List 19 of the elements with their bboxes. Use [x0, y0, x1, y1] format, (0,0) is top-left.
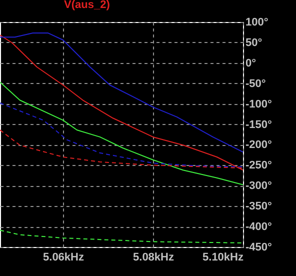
line-series: [0, 82, 243, 186]
y-tick-label: -150°: [246, 118, 272, 131]
x-tick-label: 5.06kHz: [43, 252, 84, 264]
y-tick-label: 100°: [246, 16, 268, 28]
x-tick-label: 5.10kHz: [202, 252, 244, 264]
y-tick-label: -250°: [246, 160, 272, 172]
chart-title: V(aus_2): [64, 0, 110, 11]
y-tick-label: -50°: [246, 78, 266, 90]
y-tick-label: -200°: [246, 139, 272, 152]
line-series: [0, 102, 243, 168]
y-tick-label: -300°: [246, 180, 272, 192]
y-tick-label: 0°: [246, 57, 256, 70]
line-series: [0, 230, 243, 244]
y-tick-label: -450°: [246, 242, 272, 254]
y-tick-label: -400°: [246, 221, 272, 234]
y-tick-label: -100°: [246, 98, 272, 110]
x-tick-label: 5.08kHz: [133, 252, 174, 264]
y-tick-label: -350°: [246, 200, 272, 213]
y-tick-label: 50°: [246, 36, 262, 49]
